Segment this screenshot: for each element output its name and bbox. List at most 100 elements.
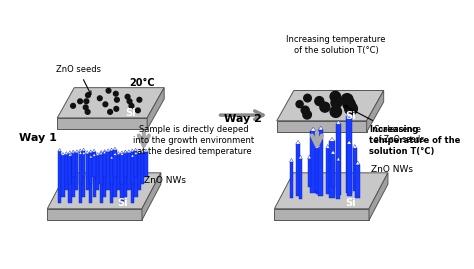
Polygon shape: [89, 158, 92, 203]
Circle shape: [78, 99, 82, 104]
Polygon shape: [82, 154, 85, 197]
Polygon shape: [110, 159, 113, 203]
Polygon shape: [82, 151, 85, 178]
Polygon shape: [310, 127, 316, 131]
Polygon shape: [113, 150, 117, 178]
Polygon shape: [92, 152, 96, 178]
Polygon shape: [120, 155, 124, 203]
Polygon shape: [367, 90, 383, 132]
Polygon shape: [127, 150, 130, 153]
Polygon shape: [131, 152, 134, 184]
Polygon shape: [79, 154, 82, 203]
Circle shape: [103, 102, 108, 107]
Polygon shape: [92, 156, 96, 197]
Text: ZnO NWs: ZnO NWs: [371, 165, 413, 174]
Circle shape: [71, 104, 75, 108]
Polygon shape: [58, 151, 61, 203]
Polygon shape: [82, 148, 85, 151]
Polygon shape: [326, 148, 329, 194]
Polygon shape: [337, 157, 340, 161]
Circle shape: [108, 109, 112, 114]
Circle shape: [304, 94, 311, 102]
Polygon shape: [127, 153, 130, 190]
Polygon shape: [346, 117, 353, 193]
Circle shape: [330, 91, 340, 102]
Text: Way 1: Way 1: [19, 133, 57, 143]
Polygon shape: [72, 150, 75, 153]
Circle shape: [137, 97, 142, 102]
Polygon shape: [110, 156, 113, 159]
Polygon shape: [308, 159, 311, 187]
Polygon shape: [96, 155, 99, 190]
Polygon shape: [145, 152, 148, 178]
Polygon shape: [100, 155, 103, 184]
Polygon shape: [57, 88, 164, 118]
Polygon shape: [346, 113, 353, 117]
Polygon shape: [353, 144, 357, 148]
Polygon shape: [347, 140, 352, 144]
Polygon shape: [89, 150, 92, 153]
Polygon shape: [89, 153, 92, 184]
Polygon shape: [113, 147, 117, 150]
Polygon shape: [124, 153, 127, 197]
Polygon shape: [79, 151, 82, 154]
Polygon shape: [92, 153, 96, 156]
Text: Si: Si: [345, 111, 356, 121]
Circle shape: [320, 102, 330, 112]
Polygon shape: [110, 148, 113, 151]
Polygon shape: [134, 151, 137, 154]
Circle shape: [114, 107, 118, 111]
Polygon shape: [137, 154, 141, 190]
Circle shape: [85, 109, 90, 114]
Polygon shape: [274, 209, 369, 220]
Polygon shape: [120, 152, 124, 155]
Circle shape: [301, 106, 309, 114]
Polygon shape: [299, 155, 302, 159]
Circle shape: [127, 99, 132, 104]
Circle shape: [341, 94, 353, 105]
Polygon shape: [336, 124, 341, 195]
Polygon shape: [141, 150, 145, 153]
Circle shape: [129, 104, 134, 108]
Polygon shape: [134, 154, 137, 197]
Polygon shape: [68, 151, 72, 154]
Polygon shape: [290, 158, 293, 162]
Polygon shape: [274, 173, 388, 209]
Polygon shape: [137, 151, 141, 154]
Polygon shape: [277, 121, 367, 132]
Polygon shape: [61, 153, 64, 155]
Text: Increasing temperature
of the solution T(°C): Increasing temperature of the solution T…: [286, 36, 386, 55]
Polygon shape: [72, 153, 75, 178]
Polygon shape: [124, 153, 127, 178]
Polygon shape: [124, 151, 127, 153]
Polygon shape: [68, 154, 72, 184]
Polygon shape: [336, 120, 341, 124]
Polygon shape: [113, 155, 117, 197]
Circle shape: [303, 111, 311, 119]
Polygon shape: [319, 126, 323, 130]
Polygon shape: [79, 149, 82, 152]
Polygon shape: [310, 131, 316, 193]
Circle shape: [330, 106, 341, 117]
Circle shape: [125, 94, 130, 99]
Polygon shape: [65, 152, 68, 154]
Circle shape: [296, 101, 303, 108]
Polygon shape: [315, 144, 319, 148]
Polygon shape: [103, 151, 106, 154]
Polygon shape: [47, 209, 142, 220]
Polygon shape: [296, 144, 301, 196]
Polygon shape: [47, 173, 161, 209]
Polygon shape: [100, 152, 103, 155]
Polygon shape: [75, 153, 79, 190]
Polygon shape: [106, 149, 109, 152]
Polygon shape: [72, 151, 75, 153]
Polygon shape: [124, 150, 127, 153]
Polygon shape: [75, 150, 79, 153]
Polygon shape: [79, 152, 82, 184]
Polygon shape: [141, 153, 145, 184]
Polygon shape: [326, 144, 329, 148]
Circle shape: [98, 96, 102, 101]
Circle shape: [84, 99, 89, 104]
Polygon shape: [277, 90, 383, 121]
Polygon shape: [117, 152, 120, 154]
